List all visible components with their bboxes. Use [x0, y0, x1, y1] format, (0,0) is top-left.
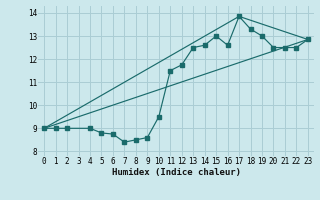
X-axis label: Humidex (Indice chaleur): Humidex (Indice chaleur) [111, 168, 241, 177]
